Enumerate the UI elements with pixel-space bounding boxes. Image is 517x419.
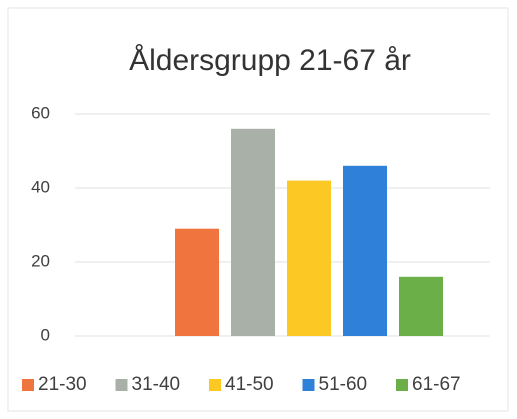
chart-title: Åldersgrupp 21-67 år	[129, 44, 411, 77]
y-tick-label: 0	[41, 325, 50, 344]
bar	[287, 180, 331, 336]
y-tick-label: 20	[31, 251, 50, 270]
y-tick-label: 40	[31, 177, 50, 196]
bar	[175, 228, 219, 336]
legend-label: 51-60	[319, 374, 368, 395]
legend-swatch	[396, 379, 408, 391]
legend-swatch	[302, 379, 315, 391]
bar	[399, 276, 443, 336]
legend-label: 31-40	[132, 374, 181, 395]
y-tick-label: 60	[31, 103, 50, 122]
legend-swatch	[209, 379, 221, 391]
legend-swatch	[22, 379, 34, 391]
bar	[343, 165, 387, 336]
legend-swatch	[115, 379, 128, 391]
legend-label: 61-67	[412, 374, 461, 395]
legend-label: 41-50	[225, 374, 274, 395]
legend-label: 21-30	[38, 374, 87, 395]
bar	[231, 128, 275, 336]
